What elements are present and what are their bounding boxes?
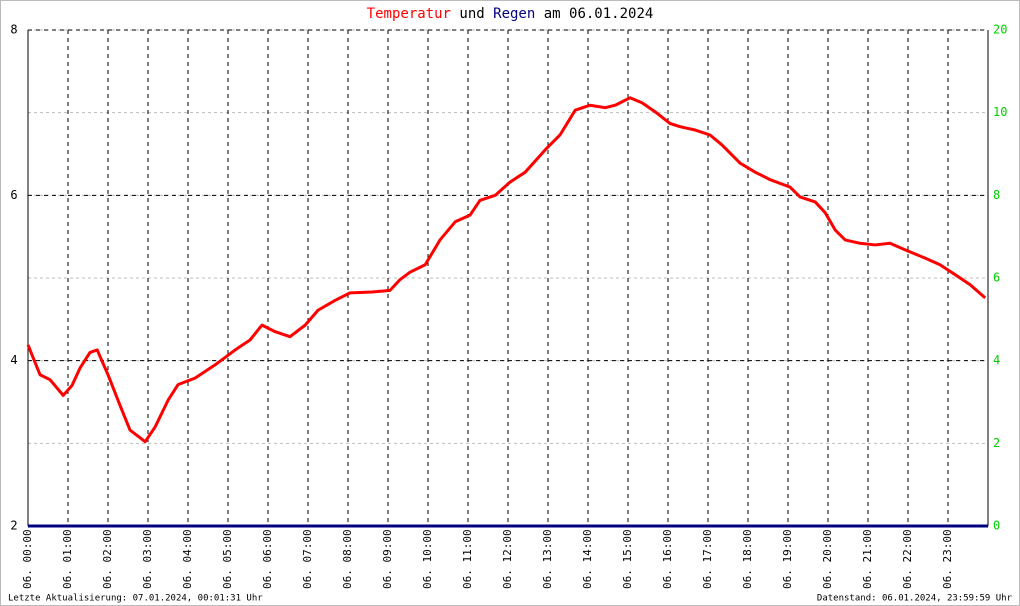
y2-tick-label: 6: [993, 271, 1000, 285]
x-tick-label: 06. 20:00: [821, 529, 834, 589]
x-tick-label: 06. 18:00: [741, 529, 754, 589]
x-tick-label: 06. 10:00: [421, 529, 434, 589]
x-tick-label: 06. 16:00: [661, 529, 674, 589]
x-tick-label: 06. 08:00: [341, 529, 354, 589]
y-tick-label: 2: [10, 519, 17, 533]
y2-tick-label: 2: [993, 436, 1000, 450]
x-tick-label: 06. 11:00: [461, 529, 474, 589]
x-tick-label: 06. 05:00: [221, 529, 234, 589]
title-connector: und: [459, 6, 484, 22]
y-tick-label: 4: [10, 353, 17, 367]
x-tick-label: 06. 09:00: [381, 529, 394, 589]
x-tick-label: 06. 04:00: [181, 529, 194, 589]
y-tick-label: 8: [10, 23, 17, 37]
x-tick-label: 06. 13:00: [541, 529, 554, 589]
x-tick-label: 06. 22:00: [901, 529, 914, 589]
x-tick-label: 06. 12:00: [501, 529, 514, 589]
chart-title: Temperatur und Regen am 06.01.2024: [367, 6, 654, 22]
y-tick-label: 6: [10, 188, 17, 202]
title-series-2: Regen: [493, 6, 535, 22]
x-tick-label: 06. 14:00: [581, 529, 594, 589]
footer-right: Datenstand: 06.01.2024, 23:59:59 Uhr: [817, 594, 1013, 604]
temperature-line: [26, 96, 987, 444]
x-tick-label: 06. 23:00: [941, 529, 954, 589]
y2-tick-label: 4: [993, 353, 1000, 367]
y2-tick-label: 8: [993, 188, 1000, 202]
x-tick-label: 06. 00:00: [21, 529, 34, 589]
x-tick-label: 06. 17:00: [701, 529, 714, 589]
x-tick-label: 06. 06:00: [261, 529, 274, 589]
x-tick-label: 06. 15:00: [621, 529, 634, 589]
y2-tick-label: 0: [993, 519, 1000, 533]
y2-tick-label: 10: [993, 105, 1007, 119]
footer-left: Letzte Aktualisierung: 07.01.2024, 00:01…: [8, 594, 263, 604]
y2-tick-label: 20: [993, 23, 1007, 37]
x-tick-label: 06. 21:00: [861, 529, 874, 589]
x-tick-label: 06. 19:00: [781, 529, 794, 589]
x-tick-label: 06. 07:00: [301, 529, 314, 589]
title-suffix: am 06.01.2024: [544, 6, 654, 22]
x-tick-label: 06. 03:00: [141, 529, 154, 589]
title-series-1: Temperatur: [367, 6, 451, 22]
x-tick-label: 06. 02:00: [101, 529, 114, 589]
x-tick-label: 06. 01:00: [61, 529, 74, 589]
